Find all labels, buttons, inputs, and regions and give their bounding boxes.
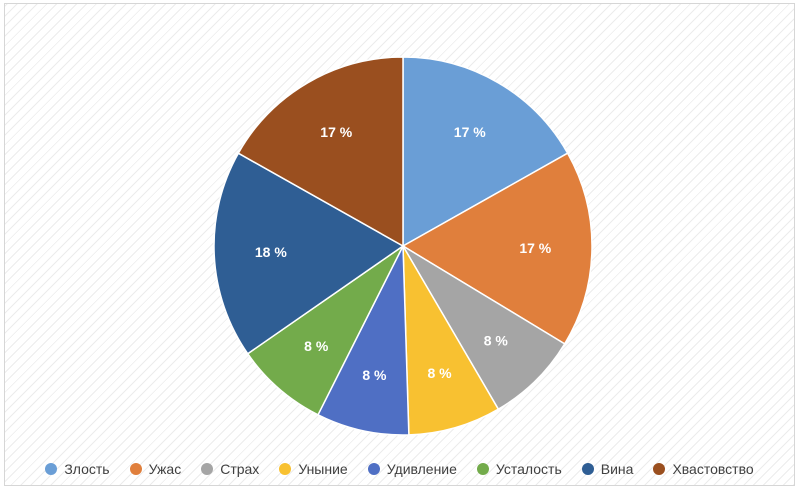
legend-item-7: Вина bbox=[581, 461, 634, 477]
data-label-7: 18 % bbox=[255, 244, 287, 260]
legend-label-1: Злость bbox=[64, 461, 110, 477]
legend-swatch-3 bbox=[201, 463, 214, 475]
data-label-6: 8 % bbox=[304, 338, 329, 354]
legend-label-7: Вина bbox=[600, 461, 634, 477]
legend-label-8: Хвастовство bbox=[672, 461, 754, 477]
pie-slice-4 bbox=[402, 245, 500, 436]
pie-slice-7 bbox=[213, 152, 405, 355]
pie-slice-5 bbox=[316, 245, 410, 436]
legend-swatch-5 bbox=[367, 463, 380, 475]
data-label-1: 17 % bbox=[454, 124, 486, 140]
pie-slice-3 bbox=[402, 245, 566, 411]
pie-data-labels: 17 % 17 % 8 % 8 % 8 % 8 % 18 % 17 % bbox=[255, 124, 552, 383]
data-label-2: 17 % bbox=[519, 240, 551, 256]
pie-slice-1 bbox=[402, 56, 569, 248]
legend-item-4: Уныние bbox=[279, 461, 348, 477]
data-label-3: 8 % bbox=[484, 332, 509, 348]
legend-label-2: Ужас bbox=[148, 461, 182, 477]
legend-swatch-6 bbox=[476, 463, 489, 475]
chart-legend: Злость Ужас Страх Уныние Удивление Усталость В… bbox=[4, 455, 795, 483]
data-label-4: 8 % bbox=[427, 365, 452, 381]
data-label-5: 8 % bbox=[362, 367, 387, 383]
pie-slice-8 bbox=[237, 56, 404, 248]
pie-slice-2 bbox=[401, 152, 593, 345]
legend-item-2: Ужас bbox=[129, 461, 182, 477]
data-label-8: 17 % bbox=[320, 124, 352, 140]
legend-item-6: Усталость bbox=[476, 461, 562, 477]
legend-swatch-4 bbox=[279, 463, 292, 475]
pie-slices bbox=[213, 56, 593, 436]
legend-label-4: Уныние bbox=[298, 461, 348, 477]
legend-label-3: Страх bbox=[220, 461, 260, 477]
pie-slice-6 bbox=[246, 245, 404, 416]
legend-swatch-7 bbox=[581, 463, 594, 475]
legend-label-5: Удивление bbox=[386, 461, 457, 477]
legend-swatch-8 bbox=[653, 463, 666, 475]
legend-item-3: Страх bbox=[201, 461, 259, 477]
legend-swatch-1 bbox=[45, 463, 58, 475]
legend-item-5: Удивление bbox=[367, 461, 457, 477]
legend-label-6: Усталость bbox=[495, 461, 562, 477]
legend-item-1: Злость bbox=[45, 461, 110, 477]
legend-item-8: Хвастовство bbox=[653, 461, 754, 477]
legend-swatch-2 bbox=[129, 463, 142, 475]
